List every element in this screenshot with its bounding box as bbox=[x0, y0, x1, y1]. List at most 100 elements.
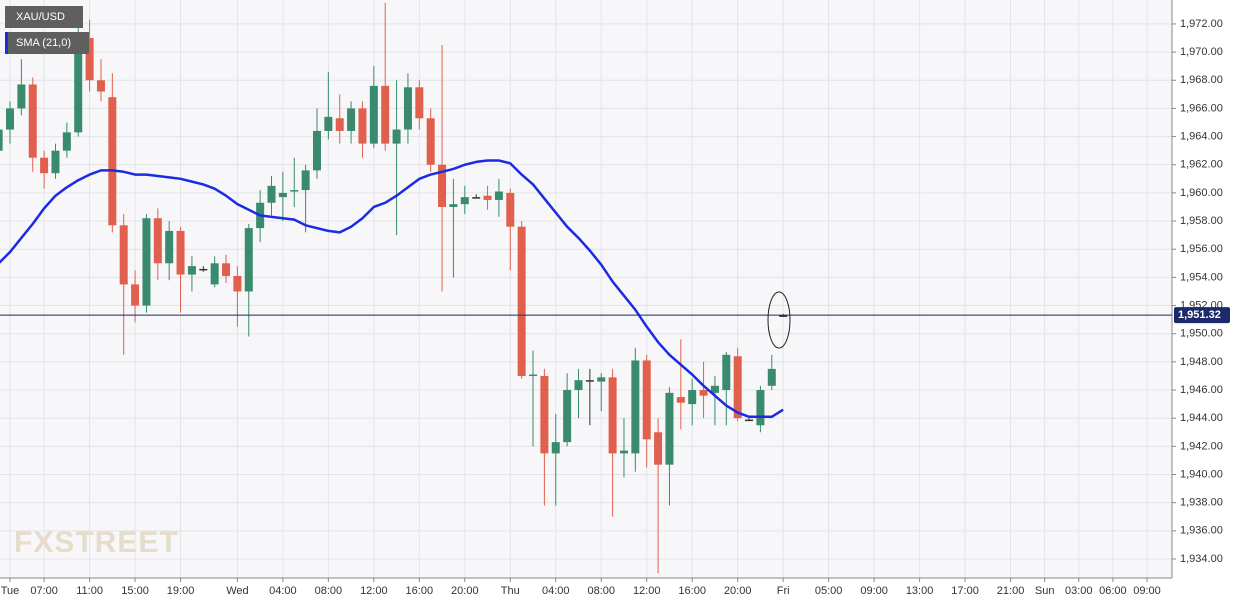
y-tick-label: 1,944.00 bbox=[1180, 412, 1223, 424]
candle-body bbox=[506, 192, 515, 227]
candle-body bbox=[608, 377, 617, 454]
candle-body bbox=[187, 266, 196, 275]
candle-body bbox=[233, 275, 242, 292]
candle-body bbox=[199, 268, 208, 271]
candle-body bbox=[301, 170, 310, 191]
candle-body bbox=[665, 392, 674, 465]
indicator-badge bbox=[5, 32, 89, 54]
candle-body bbox=[619, 450, 628, 454]
candle-body bbox=[392, 129, 401, 144]
candle-body bbox=[40, 157, 49, 174]
candle-body bbox=[767, 368, 776, 386]
x-tick-label: 20:00 bbox=[724, 585, 752, 597]
x-tick-label: 08:00 bbox=[315, 585, 343, 597]
symbol-badge bbox=[5, 6, 83, 28]
x-tick-label: Fri bbox=[777, 585, 790, 597]
x-tick-label: 16:00 bbox=[678, 585, 706, 597]
candle-body bbox=[483, 195, 492, 200]
highlight-ellipse bbox=[767, 291, 791, 349]
candle-body bbox=[335, 118, 344, 131]
x-tick-label: 13:00 bbox=[906, 585, 934, 597]
candle-body bbox=[676, 397, 685, 403]
x-tick-label: 15:00 bbox=[121, 585, 149, 597]
candle-body bbox=[369, 85, 378, 144]
y-tick-label: 1,942.00 bbox=[1180, 440, 1223, 452]
grid bbox=[0, 0, 1172, 578]
y-tick-label: 1,946.00 bbox=[1180, 384, 1223, 396]
candle-body bbox=[449, 204, 458, 207]
candle-body bbox=[756, 390, 765, 426]
x-tick-label: 21:00 bbox=[997, 585, 1025, 597]
marks bbox=[0, 2, 788, 574]
current-price-box bbox=[1174, 307, 1230, 324]
candle-body bbox=[745, 419, 754, 422]
x-tick-label: 12:00 bbox=[633, 585, 661, 597]
x-tick-label: 08:00 bbox=[587, 585, 615, 597]
candle-body bbox=[324, 116, 333, 131]
candle-body bbox=[358, 108, 367, 144]
candle-body bbox=[517, 226, 526, 376]
plot-background bbox=[0, 0, 1172, 578]
candle-body bbox=[176, 230, 185, 275]
x-tick-label: 06:00 bbox=[1099, 585, 1127, 597]
candle-body bbox=[779, 315, 788, 317]
candle-body bbox=[85, 38, 94, 81]
candle-body bbox=[654, 432, 663, 465]
candle-body bbox=[381, 85, 390, 144]
candle-body bbox=[17, 84, 26, 109]
candle-body bbox=[460, 197, 469, 205]
x-tick-label: 07:00 bbox=[30, 585, 58, 597]
candle-body bbox=[551, 442, 560, 454]
candle-body bbox=[165, 230, 174, 264]
candle-body bbox=[597, 377, 606, 382]
x-tick-label: 04:00 bbox=[269, 585, 297, 597]
candle-body bbox=[142, 218, 151, 306]
candle-body bbox=[733, 356, 742, 419]
candle-body bbox=[472, 197, 481, 199]
x-tick-label: Thu bbox=[501, 585, 520, 597]
y-tick-label: 1,956.00 bbox=[1180, 243, 1223, 255]
y-tick-label: 1,934.00 bbox=[1180, 553, 1223, 565]
candle-body bbox=[540, 375, 549, 454]
x-tick-label: Wed bbox=[226, 585, 248, 597]
x-tick-label: Tue bbox=[1, 585, 20, 597]
candle-body bbox=[631, 360, 640, 454]
candle-body bbox=[74, 38, 83, 133]
x-tick-label: 19:00 bbox=[167, 585, 195, 597]
watermark: FXSTREET bbox=[14, 526, 179, 559]
indicator-label: SMA (21,0) bbox=[16, 37, 71, 49]
candle-body bbox=[210, 263, 219, 285]
candle-body bbox=[312, 130, 321, 171]
candle-body bbox=[426, 118, 435, 165]
y-tick-label: 1,948.00 bbox=[1180, 356, 1223, 368]
candle-body bbox=[267, 185, 276, 203]
x-tick-label: 03:00 bbox=[1065, 585, 1093, 597]
x-tick-label: 05:00 bbox=[815, 585, 843, 597]
candle-body bbox=[153, 218, 162, 264]
candle-body bbox=[96, 80, 105, 92]
x-tick-label: 09:00 bbox=[860, 585, 888, 597]
x-tick-label: 12:00 bbox=[360, 585, 388, 597]
x-tick-label: 17:00 bbox=[951, 585, 979, 597]
candle-body bbox=[347, 108, 356, 131]
candle-body bbox=[642, 360, 651, 440]
candle-body bbox=[438, 164, 447, 207]
current-price-label: 1,951.32 bbox=[1178, 309, 1221, 321]
y-tick-label: 1,950.00 bbox=[1180, 328, 1223, 340]
candle-body bbox=[688, 390, 697, 405]
x-tick-label: Sun bbox=[1035, 585, 1055, 597]
y-tick-label: 1,970.00 bbox=[1180, 46, 1223, 58]
y-tick-label: 1,958.00 bbox=[1180, 215, 1223, 227]
candle-body bbox=[28, 84, 37, 158]
candle-body bbox=[51, 150, 60, 174]
candle-body bbox=[710, 385, 719, 393]
candle-body bbox=[585, 380, 594, 382]
sma-line bbox=[0, 159, 784, 419]
candle-body bbox=[494, 191, 503, 200]
candle-body bbox=[119, 225, 128, 285]
candle-body bbox=[290, 190, 299, 192]
candle-body bbox=[222, 263, 231, 276]
x-tick-label: 16:00 bbox=[406, 585, 434, 597]
